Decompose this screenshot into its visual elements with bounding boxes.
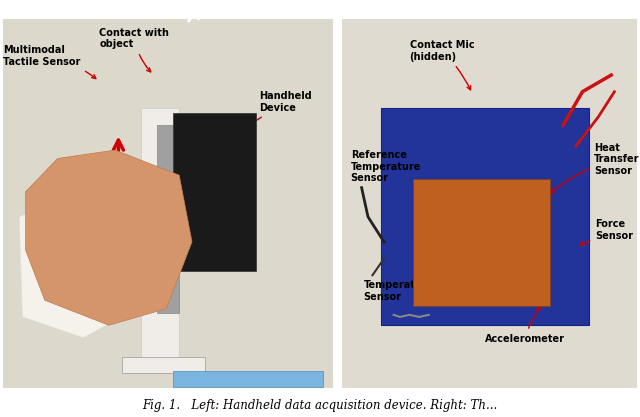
Bar bbox=[173, 113, 256, 271]
Bar bbox=[3, 19, 333, 388]
Bar bbox=[157, 125, 179, 313]
Text: Fig. 1.   Left: Handheld data acquisition device. Right: Th...: Fig. 1. Left: Handheld data acquisition … bbox=[142, 399, 498, 412]
Bar bbox=[381, 108, 589, 325]
Text: Reference
Temperature
Sensor: Reference Temperature Sensor bbox=[351, 150, 430, 198]
Text: Contact with
object: Contact with object bbox=[99, 28, 169, 72]
Bar bbox=[141, 108, 179, 367]
Text: Temperature
Sensor: Temperature Sensor bbox=[364, 269, 462, 302]
Bar bbox=[173, 371, 323, 387]
Text: Handheld
Device: Handheld Device bbox=[246, 91, 312, 127]
Text: Heat
Transfer
Sensor: Heat Transfer Sensor bbox=[550, 143, 639, 193]
Bar bbox=[122, 357, 205, 373]
Text: Multimodal
Tactile Sensor: Multimodal Tactile Sensor bbox=[3, 45, 96, 78]
Polygon shape bbox=[26, 150, 192, 325]
Polygon shape bbox=[19, 196, 122, 338]
Bar bbox=[413, 179, 550, 306]
Bar bbox=[342, 19, 637, 388]
Text: Force
Sensor: Force Sensor bbox=[580, 219, 633, 245]
Text: Accelerometer: Accelerometer bbox=[485, 307, 565, 344]
Text: Contact Mic
(hidden): Contact Mic (hidden) bbox=[410, 40, 474, 90]
